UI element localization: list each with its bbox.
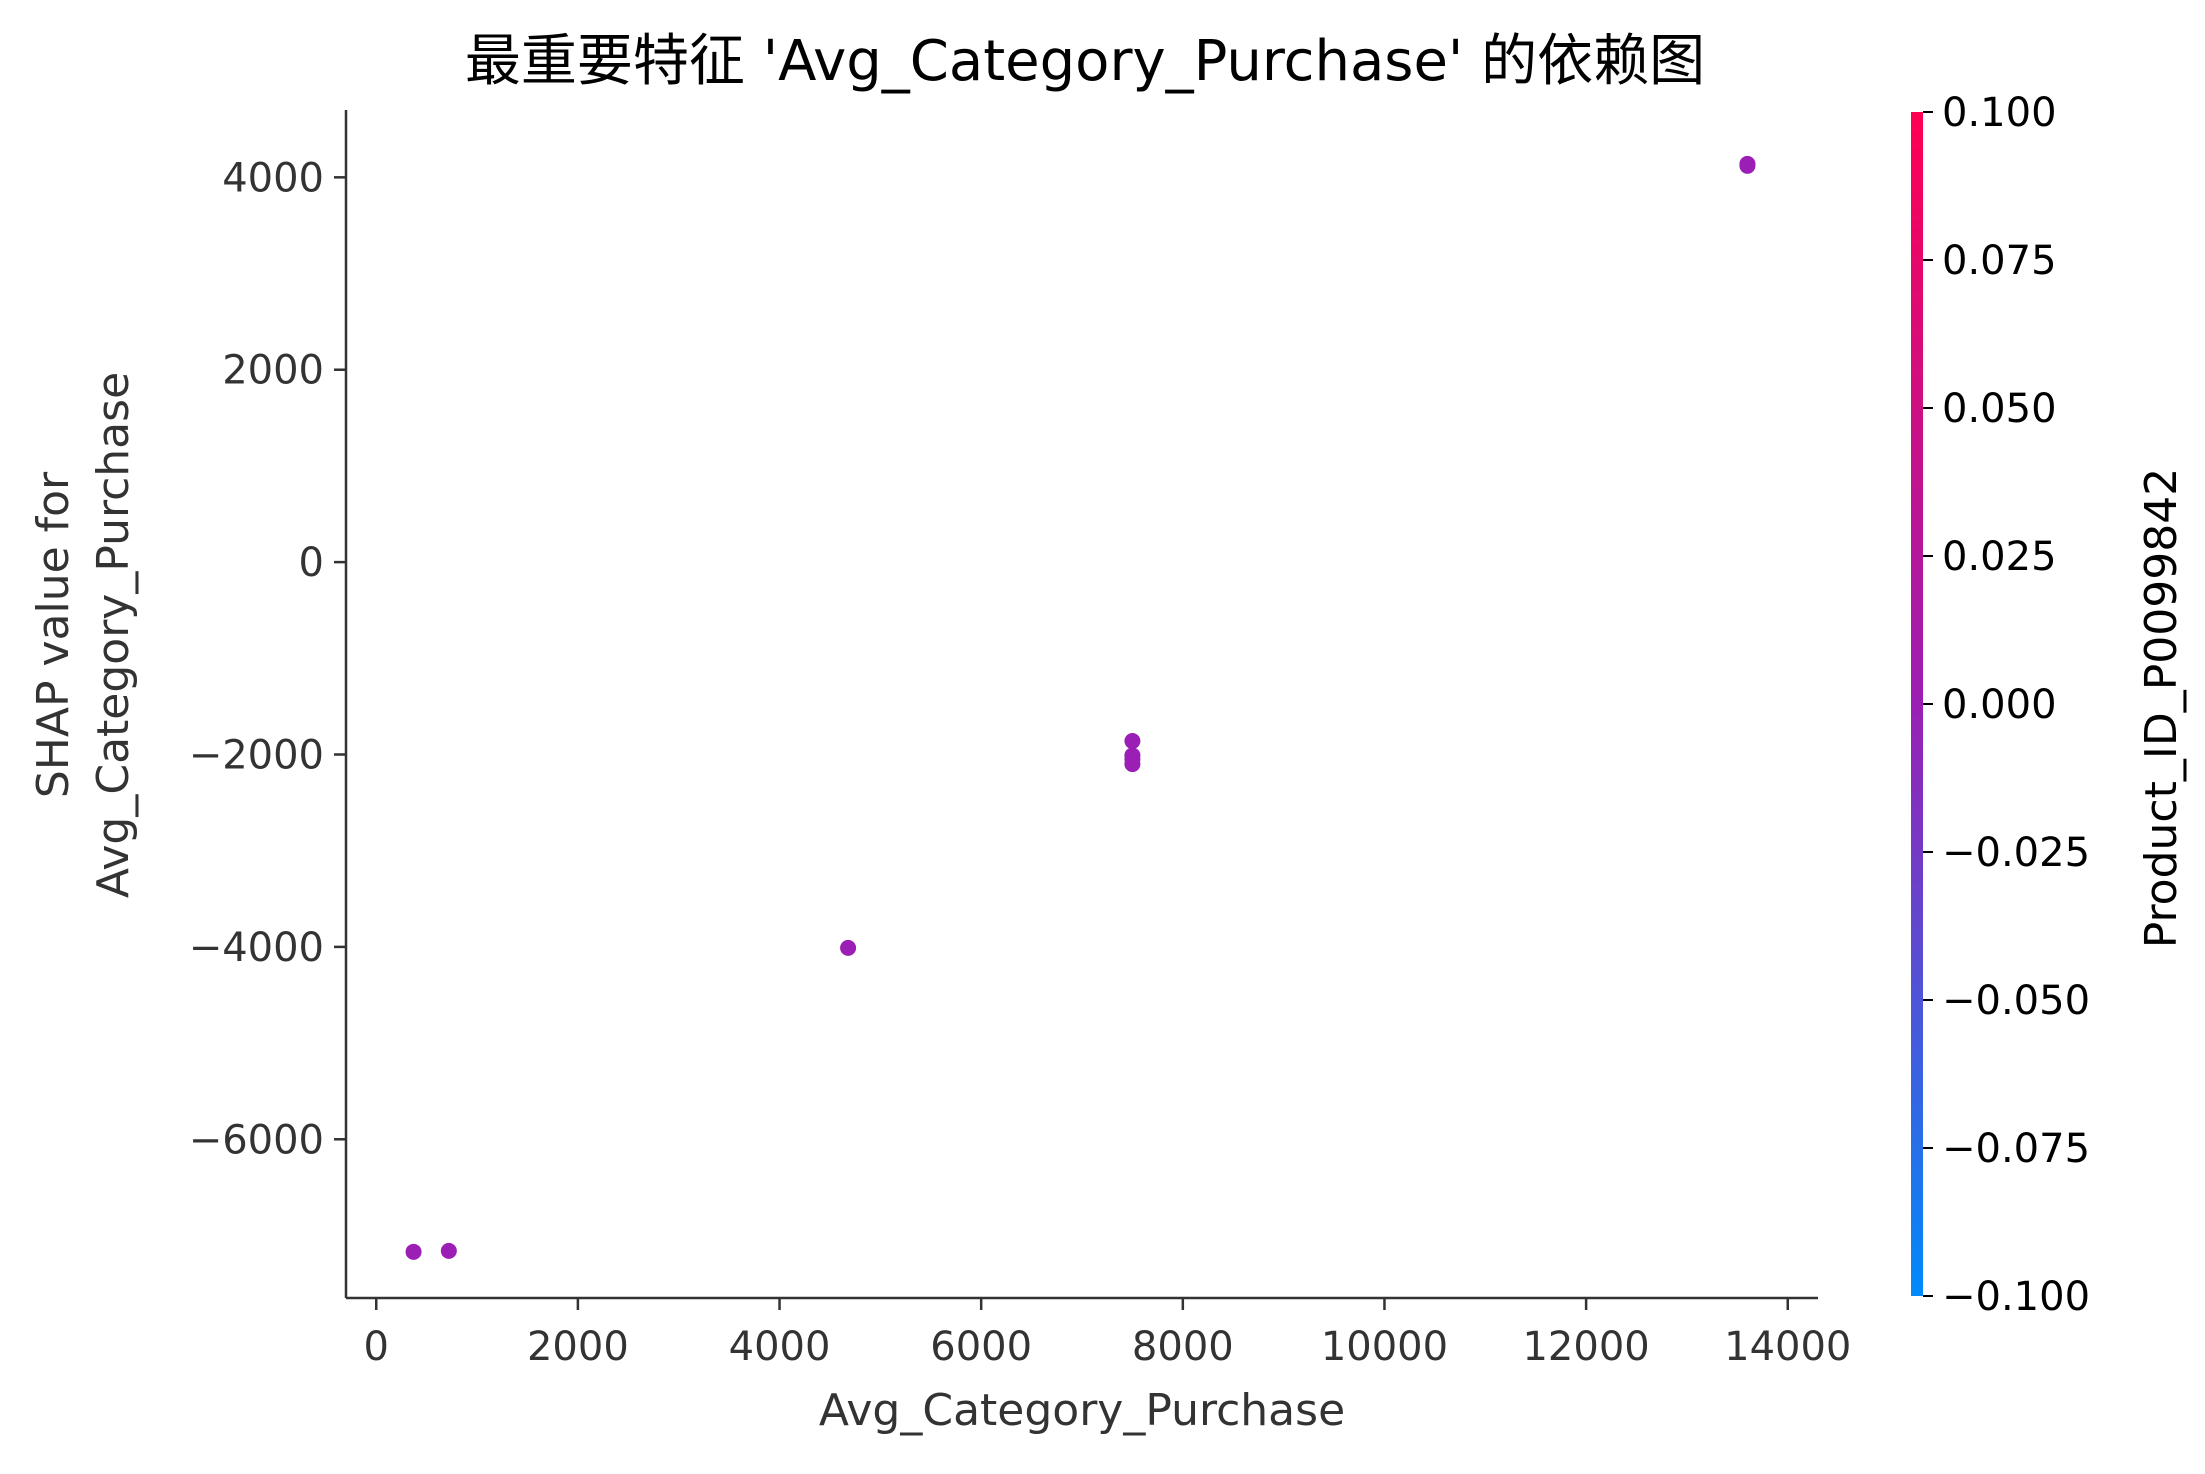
x-tick-label: 10000 [1321, 1324, 1448, 1370]
colorbar-ticks: 0.100 0.075 0.050 0.025 0.000 −0.025 −0.050 −0.… [1923, 90, 2090, 1320]
x-ticks: 0 2000 4000 6000 8000 10000 12000 14000 [364, 1298, 1851, 1370]
scatter-point [1124, 733, 1141, 750]
colorbar-tick-label: −0.050 [1942, 978, 2090, 1024]
scatter-point [1739, 155, 1756, 172]
y-tick-label: 2000 [222, 348, 324, 394]
x-tick-label: 6000 [930, 1324, 1032, 1370]
y-axis-label-line-1: SHAP value for [28, 471, 79, 798]
colorbar: 0.100 0.075 0.050 0.025 0.000 −0.025 −0.050 −0.… [1911, 90, 2187, 1320]
chart-title: 最重要特征 'Avg_Category_Purchase' 的依赖图 [465, 29, 1705, 94]
colorbar-tick-label: 0.050 [1942, 386, 2057, 432]
x-tick-label: 14000 [1724, 1324, 1851, 1370]
colorbar-tick-label: −0.025 [1942, 830, 2090, 876]
y-tick-label: 4000 [222, 155, 324, 201]
scatter-point [840, 939, 857, 956]
colorbar-tick-label: 0.025 [1942, 534, 2057, 580]
y-axis-label-line-2: Avg_Category_Purchase [88, 372, 139, 898]
x-tick-label: 0 [364, 1324, 389, 1370]
colorbar-tick-label: −0.100 [1942, 1274, 2090, 1320]
scatter-points [405, 155, 1756, 1260]
x-tick-label: 4000 [729, 1324, 831, 1370]
plot-area: 0 2000 4000 6000 8000 10000 12000 14000 4000 200… [189, 110, 1851, 1370]
x-tick-label: 2000 [527, 1324, 629, 1370]
x-axis-label: Avg_Category_Purchase [819, 1385, 1345, 1436]
colorbar-gradient [1911, 112, 1923, 1296]
x-tick-label: 8000 [1132, 1324, 1234, 1370]
colorbar-tick-label: 0.100 [1942, 90, 2057, 136]
y-tick-label: −6000 [189, 1117, 324, 1163]
colorbar-label: Product_ID_P0099842 [2136, 468, 2187, 948]
scatter-point [1124, 756, 1141, 773]
y-ticks: 4000 2000 0 −2000 −4000 −6000 [189, 155, 346, 1163]
colorbar-tick-label: 0.000 [1942, 682, 2057, 728]
y-tick-label: −4000 [189, 925, 324, 971]
scatter-point [440, 1242, 457, 1259]
colorbar-tick-label: −0.075 [1942, 1126, 2090, 1172]
y-tick-label: −2000 [189, 733, 324, 779]
colorbar-tick-label: 0.075 [1942, 238, 2057, 284]
x-tick-label: 12000 [1522, 1324, 1649, 1370]
scatter-point [405, 1243, 422, 1260]
y-tick-label: 0 [299, 540, 324, 586]
y-axis-label: SHAP value for Avg_Category_Purchase [28, 372, 139, 898]
